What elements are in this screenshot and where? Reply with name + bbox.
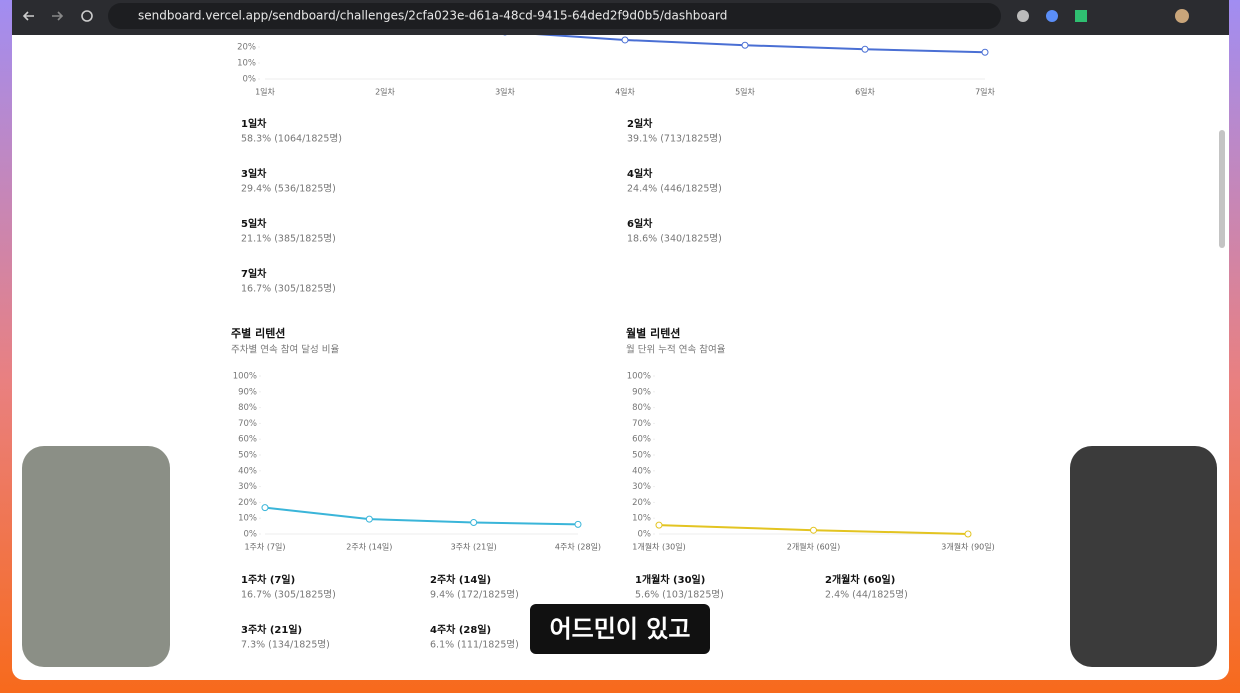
stat-detail: 16.7% (305/1825명) <box>241 590 336 601</box>
y-tick-label: 40% <box>632 466 651 476</box>
stat-label: 2일차 <box>627 117 653 130</box>
stat-detail: 29.4% (536/1825명) <box>241 184 336 195</box>
caption-box <box>530 604 710 654</box>
stat-detail: 7.3% (134/1825명) <box>241 640 330 651</box>
x-tick-label: 4일차 <box>615 88 635 97</box>
x-tick-label: 3주차 (21일) <box>451 543 497 552</box>
y-tick-label: 100% <box>233 372 257 382</box>
x-tick-label: 2개월차 (60일) <box>787 542 841 552</box>
y-tick-label: 60% <box>238 435 257 445</box>
y-tick-label: 70% <box>238 419 257 429</box>
y-tick-label: 10% <box>632 514 651 524</box>
y-tick-label: 70% <box>632 419 651 429</box>
stat-detail: 6.1% (111/1825명) <box>430 640 519 651</box>
x-tick-label: 1일차 <box>255 88 275 97</box>
scrollbar[interactable] <box>1219 130 1225 248</box>
chart-title: 주별 리텐션 <box>231 326 285 340</box>
x-tick-label: 2일차 <box>375 88 395 97</box>
y-tick-label: 50% <box>632 451 651 461</box>
stat-label: 1주차 (7일) <box>241 573 295 586</box>
url: sendboard.vercel.app/sendboard/challenge… <box>138 9 727 23</box>
y-tick-label: 80% <box>632 403 651 413</box>
data-point <box>981 48 989 56</box>
y-tick-label: 20% <box>237 43 256 53</box>
stat-label: 3일차 <box>241 167 267 180</box>
data-point <box>810 526 817 534</box>
caption: 어드민이 있고 <box>550 615 691 643</box>
chart-subtitle: 월 단위 누적 연속 참여율 <box>626 344 726 356</box>
x-tick-label: 5일차 <box>735 88 755 97</box>
dashboard: 0% 10% 20% 1일차 2일차 3일차 4일차 5일차 6일차 7일차 1일차 58.3% (1… <box>231 35 996 651</box>
x-tick-label: 2주차 (14일) <box>346 543 392 552</box>
back-button[interactable] <box>22 11 34 21</box>
data-point <box>964 530 972 538</box>
y-tick-label: 30% <box>632 482 651 492</box>
retention-line <box>264 506 579 526</box>
x-tick-label: 1주차 (7일) <box>244 543 285 552</box>
chart-subtitle: 주차별 연속 참여 달성 비율 <box>231 344 339 356</box>
data-point <box>365 515 373 523</box>
forward-button[interactable] <box>52 11 64 21</box>
y-tick-label: 30% <box>238 482 257 492</box>
y-tick-label: 90% <box>238 387 257 397</box>
stat-detail: 21.1% (385/1825명) <box>241 234 336 245</box>
stat-label: 6일차 <box>627 217 653 230</box>
stat-label: 7일차 <box>241 267 267 280</box>
stat-label: 5일차 <box>241 217 267 230</box>
stat-detail: 58.3% (1064/1825명) <box>241 134 342 145</box>
x-tick-label: 3일차 <box>495 88 515 97</box>
data-point <box>741 41 749 49</box>
chart-title: 월별 리텐션 <box>626 326 680 340</box>
data-point <box>574 520 582 528</box>
stat-detail: 18.6% (340/1825명) <box>627 234 722 245</box>
x-tick-label: 7일차 <box>975 88 995 97</box>
stat-label: 1일차 <box>241 117 267 130</box>
extension-icon[interactable] <box>1046 10 1058 22</box>
stat-detail: 16.7% (305/1825명) <box>241 284 336 295</box>
y-tick-label: 60% <box>632 435 651 445</box>
webcam-right <box>1070 446 1217 667</box>
stat-detail: 39.1% (713/1825명) <box>627 134 722 145</box>
webcam-left <box>22 446 170 667</box>
x-tick-label: 4주차 (28일) <box>555 543 601 552</box>
x-tick-label: 6일차 <box>855 88 875 97</box>
y-tick-label: 20% <box>632 498 651 508</box>
y-tick-label: 10% <box>238 514 257 524</box>
data-point <box>470 518 478 526</box>
y-tick-label: 50% <box>238 451 257 461</box>
extension-icon[interactable] <box>1017 10 1029 22</box>
y-tick-label: 100% <box>627 372 651 382</box>
address-bar[interactable] <box>108 3 1001 29</box>
stat-detail: 5.6% (103/1825명) <box>635 590 724 601</box>
stat-detail: 24.4% (446/1825명) <box>627 184 722 195</box>
y-tick-label: 80% <box>238 403 257 413</box>
y-tick-label: 10% <box>237 59 256 69</box>
y-tick-label: 90% <box>632 387 651 397</box>
stat-label: 2주차 (14일) <box>430 573 491 586</box>
reload-button[interactable] <box>81 10 93 22</box>
stat-detail: 9.4% (172/1825명) <box>430 590 519 601</box>
y-tick-label: 0% <box>244 530 258 540</box>
profile-avatar[interactable] <box>1175 9 1189 23</box>
stat-detail: 2.4% (44/1825명) <box>825 590 908 601</box>
data-point <box>655 521 663 529</box>
x-tick-label: 1개월차 (30일) <box>632 542 686 552</box>
data-point <box>621 36 629 44</box>
y-tick-label: 0% <box>243 75 257 85</box>
y-tick-label: 20% <box>238 498 257 508</box>
y-tick-label: 40% <box>238 466 257 476</box>
y-tick-label: 0% <box>638 530 652 540</box>
stat-label: 4일차 <box>627 167 653 180</box>
data-point <box>861 45 869 53</box>
data-point <box>261 504 269 512</box>
extension-icon[interactable] <box>1075 10 1087 22</box>
x-tick-label: 3개월차 (90일) <box>941 542 995 552</box>
stat-label: 3주차 (21일) <box>241 623 302 636</box>
browser-window <box>12 0 1229 680</box>
stat-label: 4주차 (28일) <box>430 623 491 636</box>
stat-label: 2개월차 (60일) <box>825 573 895 586</box>
stat-label: 1개월차 (30일) <box>635 573 705 586</box>
